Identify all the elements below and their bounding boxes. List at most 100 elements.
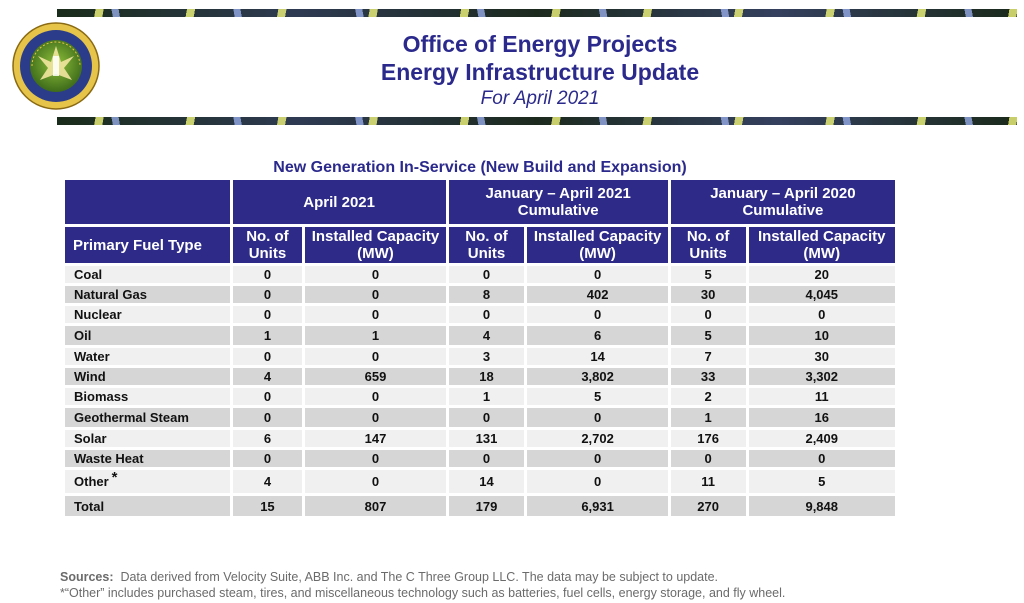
fuel-type-cell: Wind bbox=[65, 368, 230, 385]
capacity-cell: 11 bbox=[748, 388, 895, 405]
units-cell: 4 bbox=[232, 368, 303, 385]
units-cell: 1 bbox=[232, 326, 303, 345]
table-row: Biomass 0 0 1 5 2 11 bbox=[65, 388, 895, 405]
capacity-cell: 0 bbox=[527, 306, 668, 323]
capacity-cell: 2,409 bbox=[748, 430, 895, 447]
fuel-type-cell: Nuclear bbox=[65, 306, 230, 323]
report-period: For April 2021 bbox=[480, 88, 600, 109]
capacity-header: Installed Capacity (MW) bbox=[527, 227, 668, 263]
capacity-cell: 0 bbox=[748, 306, 895, 323]
fuel-type-cell: Waste Heat bbox=[65, 450, 230, 467]
capacity-cell: 10 bbox=[748, 326, 895, 345]
fuel-type-cell: Biomass bbox=[65, 388, 230, 405]
fuel-type-label: Natural Gas bbox=[74, 287, 147, 302]
capacity-cell: 20 bbox=[748, 266, 895, 283]
units-cell: 0 bbox=[232, 286, 303, 303]
other-footnote: *“Other” includes purchased steam, tires… bbox=[60, 586, 786, 600]
capacity-cell: 30 bbox=[748, 348, 895, 365]
fuel-type-label: Oil bbox=[74, 328, 92, 343]
table-row: Oil 1 1 4 6 5 10 bbox=[65, 326, 895, 345]
fuel-type-label: Biomass bbox=[74, 389, 129, 404]
capacity-cell: 3,802 bbox=[527, 368, 668, 385]
capacity-cell: 0 bbox=[527, 470, 668, 493]
fuel-type-label: Nuclear bbox=[74, 307, 122, 322]
table-subtitle: New Generation In-Service (New Build and… bbox=[273, 159, 687, 176]
units-cell: 4 bbox=[232, 470, 303, 493]
blank-header-cell bbox=[65, 180, 230, 224]
capacity-cell: 5 bbox=[527, 388, 668, 405]
table-row: Other * 4 0 14 0 11 5 bbox=[65, 469, 895, 493]
fuel-type-cell: Coal bbox=[65, 266, 230, 283]
units-cell: 14 bbox=[448, 470, 525, 493]
generation-table: April 2021 January – April 2021 Cumulati… bbox=[62, 177, 898, 519]
capacity-cell: 0 bbox=[305, 266, 446, 283]
fuel-type-header: Primary Fuel Type bbox=[65, 227, 230, 263]
sources-label: Sources: bbox=[60, 570, 114, 584]
units-cell: 0 bbox=[232, 388, 303, 405]
bottom-decorative-band bbox=[57, 117, 1017, 125]
units-cell: 1 bbox=[448, 388, 525, 405]
fuel-type-cell: Geothermal Steam bbox=[65, 408, 230, 427]
footnote-asterisk: * bbox=[111, 469, 118, 486]
capacity-cell: 3,302 bbox=[748, 368, 895, 385]
capacity-header: Installed Capacity (MW) bbox=[305, 227, 446, 263]
units-cell: 0 bbox=[670, 450, 746, 467]
table-row: Nuclear 0 0 0 0 0 0 bbox=[65, 306, 895, 323]
units-cell: 0 bbox=[232, 408, 303, 427]
units-cell: 1 bbox=[670, 408, 746, 427]
capacity-cell: 807 bbox=[305, 496, 446, 516]
fuel-type-cell: Total bbox=[65, 496, 230, 516]
capacity-cell: 4,045 bbox=[748, 286, 895, 303]
capacity-cell: 1 bbox=[305, 326, 446, 345]
table-row: Geothermal Steam 0 0 0 0 1 16 bbox=[65, 408, 895, 427]
units-cell: 131 bbox=[448, 430, 525, 447]
fuel-type-label: Coal bbox=[74, 267, 103, 282]
fuel-type-label: Solar bbox=[74, 431, 107, 446]
units-cell: 5 bbox=[670, 266, 746, 283]
units-cell: 6 bbox=[232, 430, 303, 447]
group-header-jan-apr-2020: January – April 2020 Cumulative bbox=[670, 180, 895, 224]
capacity-cell: 0 bbox=[305, 286, 446, 303]
report-title-block: Office of Energy Projects Energy Infrast… bbox=[220, 30, 860, 112]
capacity-cell: 0 bbox=[305, 348, 446, 365]
fuel-type-cell: Water bbox=[65, 348, 230, 365]
units-cell: 0 bbox=[448, 408, 525, 427]
units-cell: 11 bbox=[670, 470, 746, 493]
capacity-cell: 0 bbox=[305, 470, 446, 493]
group-header-row: April 2021 January – April 2021 Cumulati… bbox=[65, 180, 895, 224]
capacity-cell: 0 bbox=[527, 450, 668, 467]
units-cell: 179 bbox=[448, 496, 525, 516]
units-header: No. of Units bbox=[448, 227, 525, 263]
capacity-cell: 2,702 bbox=[527, 430, 668, 447]
units-cell: 8 bbox=[448, 286, 525, 303]
units-header: No. of Units bbox=[670, 227, 746, 263]
office-title: Office of Energy Projects bbox=[402, 31, 678, 57]
capacity-cell: 9,848 bbox=[748, 496, 895, 516]
fuel-type-label: Waste Heat bbox=[74, 451, 144, 466]
fuel-type-cell: Other * bbox=[65, 469, 230, 493]
capacity-cell: 0 bbox=[305, 306, 446, 323]
capacity-cell: 147 bbox=[305, 430, 446, 447]
top-decorative-band bbox=[57, 9, 1017, 17]
group-header-april-2021: April 2021 bbox=[232, 180, 446, 224]
sources-footer: Sources: Data derived from Velocity Suit… bbox=[60, 569, 785, 601]
capacity-cell: 6 bbox=[527, 326, 668, 345]
column-header-row: Primary Fuel Type No. of Units Installed… bbox=[65, 227, 895, 263]
units-cell: 0 bbox=[670, 306, 746, 323]
units-cell: 4 bbox=[448, 326, 525, 345]
capacity-cell: 402 bbox=[527, 286, 668, 303]
capacity-cell: 0 bbox=[305, 388, 446, 405]
units-cell: 0 bbox=[448, 450, 525, 467]
units-cell: 18 bbox=[448, 368, 525, 385]
units-cell: 30 bbox=[670, 286, 746, 303]
units-header: No. of Units bbox=[232, 227, 303, 263]
fuel-type-label: Other bbox=[74, 474, 109, 489]
units-cell: 0 bbox=[232, 306, 303, 323]
capacity-header: Installed Capacity (MW) bbox=[748, 227, 895, 263]
capacity-cell: 0 bbox=[527, 266, 668, 283]
units-cell: 0 bbox=[448, 266, 525, 283]
units-cell: 2 bbox=[670, 388, 746, 405]
sources-text: Data derived from Velocity Suite, ABB In… bbox=[120, 570, 719, 584]
units-cell: 0 bbox=[448, 306, 525, 323]
fuel-type-cell: Natural Gas bbox=[65, 286, 230, 303]
